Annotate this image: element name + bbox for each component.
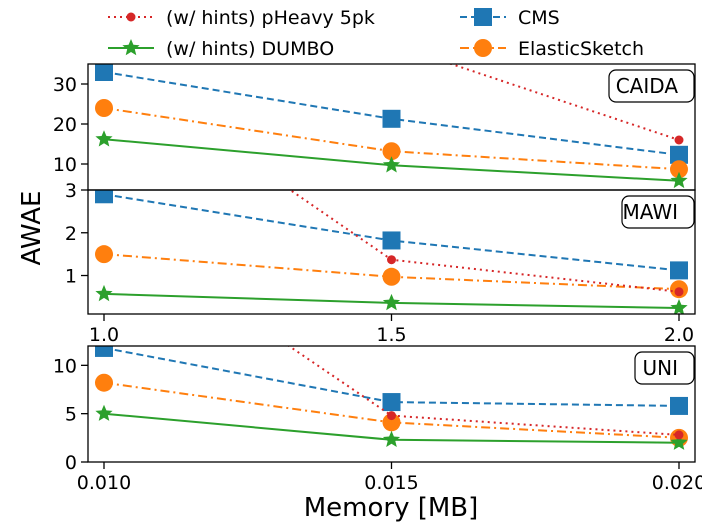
panel-title-uni: UNI <box>634 351 695 385</box>
xtick-label-uni-1: 0.015 <box>364 472 418 494</box>
point-cms-uni-2 <box>670 396 688 415</box>
series-pheavy-uni <box>100 216 684 440</box>
panel-title-mawi: MAWI <box>621 195 695 229</box>
point-elastic-mawi-0 <box>95 245 113 264</box>
point-cms-caida-0 <box>95 64 113 81</box>
point-pheavy-uni-0 <box>100 216 109 225</box>
point-dumbo-mawi-1 <box>382 293 401 311</box>
ytick-label-uni-1: 5 <box>65 404 77 426</box>
ytick-label-caida-0: 10 <box>53 154 77 176</box>
point-cms-mawi-1 <box>382 231 401 250</box>
point-pheavy-uni-1 <box>387 411 396 421</box>
xtick-label-mawi-0: 1.0 <box>89 324 119 346</box>
series-elastic-caida <box>95 99 688 179</box>
panel-title-box-mawi <box>621 195 695 229</box>
legend-marker-pheavy <box>126 12 136 22</box>
panel-uni: 0 5 10 0.010 0.015 0.020 UNI <box>53 216 702 494</box>
series-pheavy-mawi <box>288 190 684 297</box>
legend-entry-dumbo: (w/ hints) DUMBO <box>108 38 334 60</box>
point-dumbo-uni-0 <box>95 404 113 421</box>
series-dumbo-uni <box>95 404 688 450</box>
point-dumbo-caida-2 <box>670 171 688 189</box>
legend-marker-cms <box>474 8 492 26</box>
point-cms-mawi-2 <box>670 261 688 280</box>
legend-label-elastic: ElasticSketch <box>518 38 644 60</box>
point-elastic-caida-1 <box>382 142 401 161</box>
legend-marker-dumbo <box>122 39 140 56</box>
point-elastic-uni-0 <box>95 373 113 392</box>
ytick-label-caida-2: 30 <box>53 74 77 96</box>
panel-title-caida: CAIDA <box>608 69 695 103</box>
series-dumbo-caida <box>95 130 688 189</box>
point-elastic-caida-0 <box>95 99 113 117</box>
legend-label-pheavy: (w/ hints) pHeavy 5pk <box>166 7 375 29</box>
point-dumbo-uni-1 <box>382 430 401 447</box>
panel-title-text-caida: CAIDA <box>616 74 679 98</box>
ytick-label-caida-1: 20 <box>53 114 77 136</box>
point-elastic-mawi-1 <box>382 267 401 286</box>
point-pheavy-caida-2 <box>674 135 684 145</box>
panel-title-box-uni <box>634 351 695 385</box>
point-cms-uni-1 <box>382 393 401 412</box>
point-dumbo-caida-1 <box>382 156 401 173</box>
xtick-label-mawi-1: 1.5 <box>376 324 406 346</box>
ytick-label-mawi-2: 3 <box>65 180 77 202</box>
xtick-label-uni-0: 0.010 <box>77 472 131 494</box>
legend: (w/ hints) pHeavy 5pk CMS (w/ hints) DUMBO… <box>108 7 644 60</box>
point-dumbo-mawi-0 <box>95 284 113 302</box>
ytick-label-mawi-1: 2 <box>65 223 77 245</box>
point-dumbo-mawi-2 <box>670 299 688 314</box>
legend-entry-cms: CMS <box>460 7 560 29</box>
ytick-label-uni-2: 10 <box>53 355 77 377</box>
series-elastic-mawi <box>95 245 688 299</box>
ytick-label-mawi-0: 1 <box>65 266 77 288</box>
series-cms-mawi <box>95 190 688 280</box>
ytick-label-uni-0: 0 <box>65 452 77 474</box>
series-dumbo-mawi <box>95 284 688 314</box>
panel-mawi: 1 2 3 1.0 1.5 2.0 MAWI <box>65 180 696 346</box>
xtick-label-mawi-2: 2.0 <box>664 324 694 346</box>
series-pheavy-caida <box>387 40 684 145</box>
point-dumbo-uni-2 <box>670 433 688 450</box>
point-pheavy-mawi-1 <box>387 255 396 265</box>
point-cms-caida-2 <box>670 145 688 164</box>
series-elastic-uni <box>95 373 688 447</box>
point-pheavy-uni-2 <box>674 430 684 440</box>
series-cms-uni <box>95 346 688 415</box>
xtick-label-uni-2: 0.020 <box>652 472 702 494</box>
panel-title-text-uni: UNI <box>643 356 679 380</box>
point-elastic-uni-1 <box>382 413 401 432</box>
panel-caida: 10 20 30 CAIDA <box>53 40 696 191</box>
point-pheavy-mawi-2 <box>674 287 684 297</box>
panel-title-text-mawi: MAWI <box>622 200 678 224</box>
legend-label-dumbo: (w/ hints) DUMBO <box>166 38 334 60</box>
legend-entry-pheavy: (w/ hints) pHeavy 5pk <box>108 7 375 29</box>
y-axis-label: AWAE <box>17 191 47 266</box>
legend-label-cms: CMS <box>518 7 560 29</box>
point-pheavy-caida-1 <box>387 40 396 49</box>
point-cms-mawi-0 <box>95 190 113 204</box>
legend-entry-elastic: ElasticSketch <box>460 38 644 60</box>
legend-marker-elastic <box>474 39 492 57</box>
x-axis-label: Memory [MB] <box>304 493 479 523</box>
point-dumbo-caida-0 <box>95 130 113 147</box>
point-cms-caida-1 <box>382 109 401 128</box>
panel-title-box-caida <box>608 69 695 103</box>
point-elastic-caida-2 <box>670 160 688 179</box>
series-cms-caida <box>95 64 688 164</box>
point-cms-uni-0 <box>95 346 113 357</box>
